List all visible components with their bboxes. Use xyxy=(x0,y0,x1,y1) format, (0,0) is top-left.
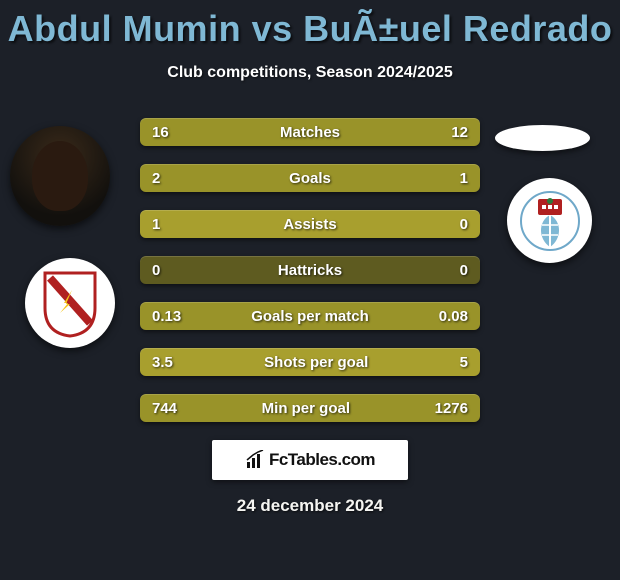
stat-left-value: 2 xyxy=(152,170,160,187)
stat-right-value: 1276 xyxy=(435,400,468,417)
stat-row: 0.13Goals per match0.08 xyxy=(140,302,480,330)
stat-label: Hattricks xyxy=(160,262,459,279)
stat-row: 16Matches12 xyxy=(140,118,480,146)
subtitle: Club competitions, Season 2024/2025 xyxy=(0,64,620,82)
stat-label: Matches xyxy=(169,124,452,141)
stat-label: Assists xyxy=(160,216,459,233)
stat-label: Goals per match xyxy=(181,308,439,325)
stat-left-value: 0.13 xyxy=(152,308,181,325)
stat-row: 2Goals1 xyxy=(140,164,480,192)
stat-row: 0Hattricks0 xyxy=(140,256,480,284)
footer-brand: FcTables.com xyxy=(212,440,408,480)
stat-row: 744Min per goal1276 xyxy=(140,394,480,422)
stat-right-value: 0 xyxy=(460,262,468,279)
chart-icon xyxy=(245,450,265,470)
stat-left-value: 1 xyxy=(152,216,160,233)
stat-right-value: 5 xyxy=(460,354,468,371)
stat-row: 1Assists0 xyxy=(140,210,480,238)
stat-label: Shots per goal xyxy=(173,354,460,371)
stat-row: 3.5Shots per goal5 xyxy=(140,348,480,376)
stat-bars: 16Matches122Goals11Assists00Hattricks00.… xyxy=(140,118,480,422)
stat-left-value: 16 xyxy=(152,124,169,141)
stat-right-value: 0 xyxy=(460,216,468,233)
stat-right-value: 0.08 xyxy=(439,308,468,325)
stat-left-value: 744 xyxy=(152,400,177,417)
stat-right-value: 12 xyxy=(451,124,468,141)
footer-brand-text: FcTables.com xyxy=(269,450,375,470)
stats-container: 16Matches122Goals11Assists00Hattricks00.… xyxy=(0,118,620,516)
stat-label: Min per goal xyxy=(177,400,435,417)
stat-label: Goals xyxy=(160,170,459,187)
date-label: 24 december 2024 xyxy=(0,496,620,516)
stat-left-value: 3.5 xyxy=(152,354,173,371)
stat-right-value: 1 xyxy=(460,170,468,187)
stat-left-value: 0 xyxy=(152,262,160,279)
page-title: Abdul Mumin vs BuÃ±uel Redrado xyxy=(0,0,620,50)
